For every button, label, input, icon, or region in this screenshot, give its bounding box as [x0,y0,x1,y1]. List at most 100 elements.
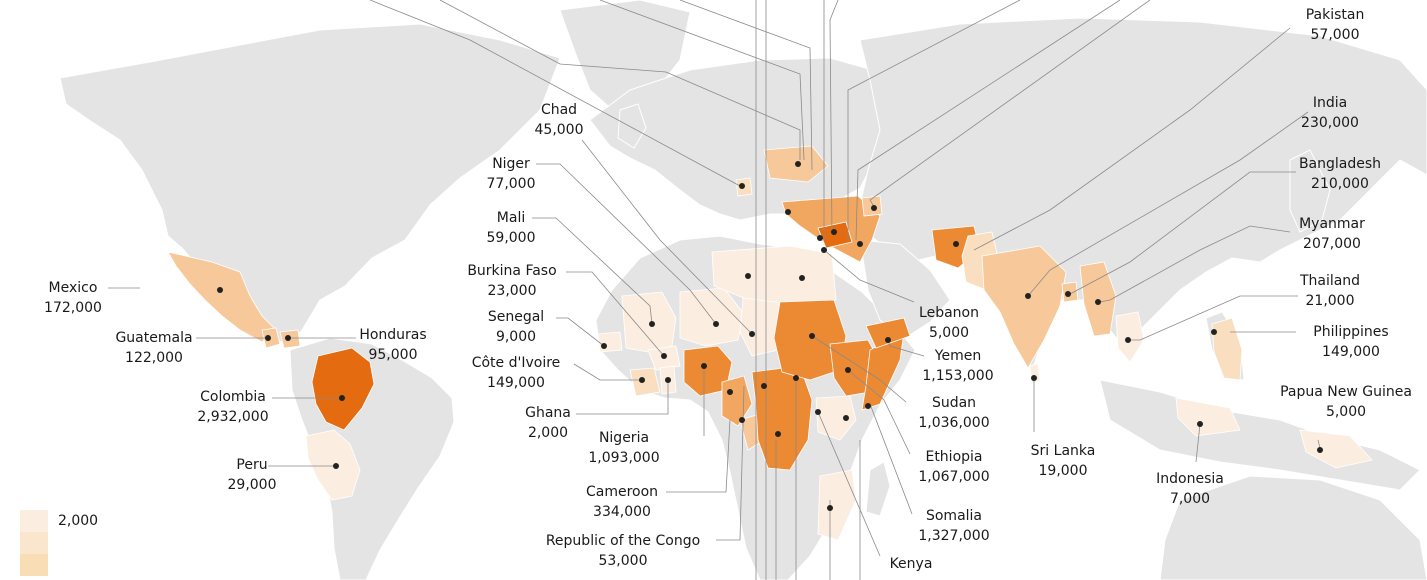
region-colombia [311,347,375,431]
land-australia [1159,475,1427,580]
label-mali: Mali 59,000 [487,208,536,248]
country-value: 77,000 [486,176,536,192]
leader-thailand [1130,295,1298,341]
region-sri-lanka-hl [1029,363,1041,385]
label-colombia: Colombia 2,932,000 [197,387,268,427]
label-kenya: Kenya [890,554,933,574]
country-name: Philippines [1313,324,1389,340]
region-cote-divoire [629,367,661,397]
region-kenya [815,395,857,441]
leader-offscreen-3 [599,0,805,161]
region-indonesia-hl [1175,397,1241,437]
country-name: Guatemala [115,330,193,346]
country-value: 45,000 [534,122,584,138]
leader-niger [536,163,717,325]
marker-peru [333,463,339,469]
region-philippines-hl [1211,317,1243,381]
marker-south-sudan [793,375,799,381]
leader-ghana [576,380,669,415]
country-name: Yemen [934,348,982,364]
leader-ethiopia [847,369,911,455]
country-value: 1,153,000 [922,368,994,384]
marker-sri-lanka [1031,375,1037,381]
region-thailand [1115,311,1145,363]
country-name: Peru [236,457,268,473]
country-name: Indonesia [1156,471,1224,487]
legend-swatch [20,510,48,532]
label-bangladesh: Bangladesh 210,000 [1299,154,1381,194]
country-name: Mali [496,210,526,226]
marker-guatemala [265,335,271,341]
legend-row: 2,000 [20,510,98,532]
country-name: Lebanon [919,305,979,321]
country-name: Honduras [359,327,427,343]
marker-drc [775,431,781,437]
marker-egypt [799,275,805,281]
leader-kenya [817,411,881,557]
country-name: Cameroon [585,484,659,500]
country-value: 23,000 [487,283,537,299]
marker-mozambique [827,505,833,511]
country-name: Côte d'Ivoire [471,355,561,371]
region-sudan [773,299,847,381]
region-peru [305,429,361,501]
marker-indonesia [1197,421,1203,427]
region-png [1299,429,1373,469]
leader-offscreen-2 [439,0,801,160]
land-japan [1289,149,1331,233]
label-papua-new-guinea: Papua New Guinea 5,000 [1280,382,1412,422]
legend-swatch [20,532,48,554]
label-pakistan: Pakistan 57,000 [1306,5,1365,45]
leader-sudan [811,335,907,403]
leader-offscreen-8 [829,0,839,237]
region-cameroon [721,375,753,427]
country-value: 122,000 [125,350,183,366]
country-value: 230,000 [1301,115,1359,131]
leader-india [1027,111,1309,297]
country-value: 21,000 [1305,293,1355,309]
country-name: Burkina Faso [467,263,557,279]
marker-iraq [857,241,863,247]
legend-row [20,554,98,576]
leader-chad [581,139,753,335]
region-syria-core [817,221,853,249]
country-name: India [1312,95,1348,111]
marker-car [761,383,767,389]
label-republic-of-the-congo: Republic of the Congo 53,000 [546,531,700,571]
country-value: 210,000 [1311,176,1369,192]
country-name: Myanmar [1299,216,1365,232]
country-value: 19,000 [1038,463,1088,479]
country-value: 29,000 [227,477,277,493]
country-value: 5,000 [1325,404,1367,420]
marker-colombia [339,395,345,401]
marker-mexico [217,287,223,293]
country-value: 1,093,000 [588,450,660,466]
leader-senegal [556,317,605,347]
label-mexico: Mexico 172,000 [44,278,102,318]
leader-png [1317,439,1321,449]
label-chad: Chad 45,000 [535,100,584,140]
marker-yemen [885,337,891,343]
label-somalia: Somalia 1,327,000 [918,506,989,546]
legend: 2,000 [20,510,98,576]
marker-cote-divoire [639,377,645,383]
label-guatemala: Guatemala 122,000 [115,328,192,368]
leader-mali [532,217,653,325]
country-name: Pakistan [1305,7,1365,23]
label-cote-divoire: Côte d'Ivoire 149,000 [472,353,561,393]
country-value: 1,067,000 [918,469,990,485]
country-value: 7,000 [1169,491,1211,507]
legend-swatch [20,554,48,576]
marker-sudan [809,333,815,339]
country-value: 2,000 [527,425,569,441]
country-name: Republic of the Congo [545,533,701,549]
country-value: 149,000 [487,375,545,391]
label-sri-lanka: Sri Lanka 19,000 [1031,441,1096,481]
leader-offscreen-10 [855,0,1121,241]
marker-congo [739,417,745,423]
marker-kenya [843,415,849,421]
country-name: Sri Lanka [1030,443,1096,459]
land-madagascar [865,461,891,517]
